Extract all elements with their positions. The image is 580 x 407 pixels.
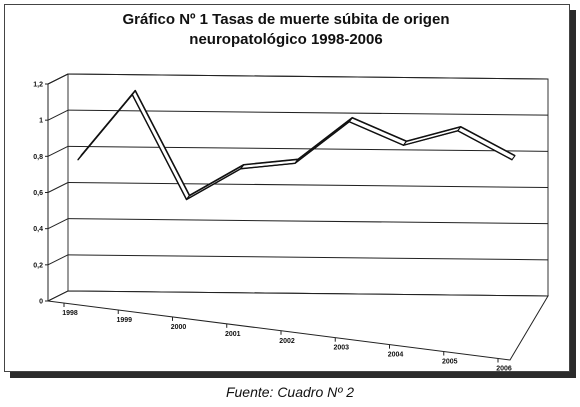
grid-depth-line (47, 218, 69, 230)
gridline (67, 218, 549, 225)
x-tick-label: 1998 (62, 310, 78, 317)
data-point (511, 159, 513, 161)
y-tick-label: 0,4 (33, 226, 43, 233)
data-point (131, 94, 133, 96)
x-tick-label: 1999 (116, 317, 132, 324)
x-tick-label: 2005 (442, 359, 458, 366)
gridline (67, 145, 549, 152)
y-axis-top-edge (47, 73, 69, 85)
source-caption: Fuente: Cuadro Nº 2 (225, 384, 355, 400)
y-tick-label: 0,8 (33, 154, 43, 161)
chart-title-line-1: Gráfico Nº 1 Tasas de muerte súbita de o… (122, 11, 450, 28)
grid-depth-line (47, 182, 69, 193)
floor (46, 290, 549, 361)
x-tick-label: 2000 (171, 324, 187, 331)
data-point (240, 168, 242, 170)
grid-depth-line (47, 254, 69, 266)
gridline (67, 73, 549, 80)
y-tick-label: 0,2 (33, 262, 43, 269)
line-series-top (80, 89, 516, 197)
grid-depth-line (47, 109, 69, 121)
data-point (294, 162, 296, 164)
gridline (67, 109, 549, 116)
x-tick-label: 2006 (496, 365, 512, 372)
data-point (77, 159, 79, 161)
x-tick-label: 2003 (333, 345, 349, 352)
y-tick-label: 0 (39, 299, 43, 306)
x-tick-label: 2001 (225, 331, 241, 338)
data-point (402, 144, 405, 146)
y-tick-label: 1 (39, 118, 43, 125)
x-tick-label: 2004 (388, 352, 404, 359)
grid-depth-line (47, 145, 69, 157)
chart-title-line-2: neuropatológico 1998-2006 (189, 31, 383, 48)
gridline (67, 254, 549, 261)
data-point (457, 130, 459, 132)
x-tick-label: 2002 (279, 338, 295, 345)
y-tick-label: 1,2 (33, 82, 43, 89)
data-point (348, 121, 350, 123)
y-tick-label: 0,6 (33, 190, 43, 197)
chart-title: Gráfico Nº 1 Tasas de muerte súbita de o… (0, 10, 572, 50)
gridline (67, 182, 549, 188)
data-point (185, 198, 188, 201)
